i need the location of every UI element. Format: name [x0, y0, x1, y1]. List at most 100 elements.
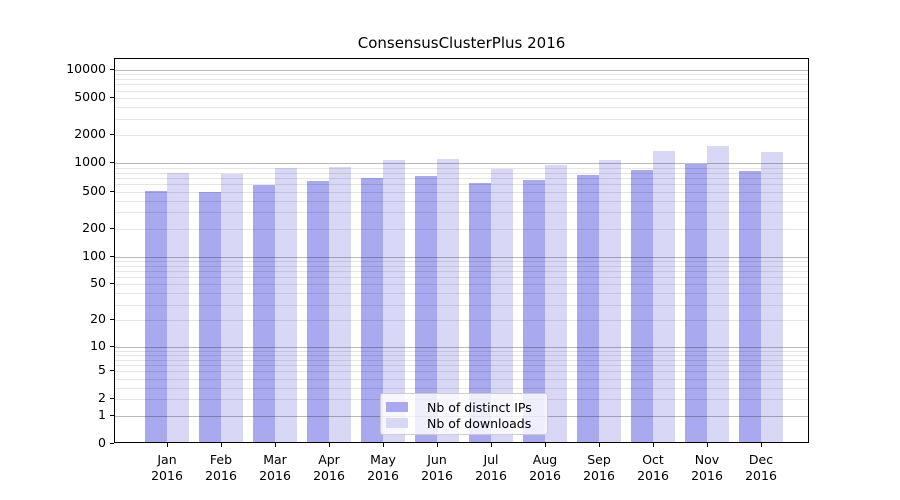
gridline-100	[115, 257, 808, 258]
gridline-8000	[115, 79, 808, 80]
bar-nb-of-downloads-dec	[761, 152, 783, 442]
y-tick-10000	[110, 69, 114, 70]
gridline-70	[115, 271, 808, 272]
x-tick-label-may: May 2016	[367, 452, 399, 483]
bar-nb-of-downloads-may	[383, 160, 405, 442]
gridline-4	[115, 379, 808, 380]
gridline-3000	[115, 119, 808, 120]
bar-nb-of-distinct-ips-jan	[145, 191, 167, 442]
y-tick-50	[110, 283, 114, 284]
x-tick-oct	[653, 443, 654, 447]
bar-nb-of-distinct-ips-oct	[631, 170, 653, 442]
x-tick-nov	[707, 443, 708, 447]
x-tick-label-jul: Jul 2016	[475, 452, 507, 483]
legend-item-downloads: Nb of downloads	[386, 415, 547, 431]
x-tick-jan	[167, 443, 168, 447]
x-tick-label-feb: Feb 2016	[205, 452, 237, 483]
gridline-3	[115, 388, 808, 389]
x-tick-label-apr: Apr 2016	[313, 452, 345, 483]
y-tick-1	[110, 415, 114, 416]
x-tick-label-mar: Mar 2016	[259, 452, 291, 483]
bar-nb-of-distinct-ips-dec	[739, 171, 761, 442]
bar-nb-of-downloads-apr	[329, 167, 351, 442]
bar-nb-of-downloads-oct	[653, 151, 675, 442]
gridline-60	[115, 277, 808, 278]
gridline-5000	[115, 98, 808, 99]
gridline-5	[115, 371, 808, 372]
x-tick-label-jan: Jan 2016	[151, 452, 183, 483]
bar-nb-of-downloads-mar	[275, 168, 297, 442]
x-tick-jul	[491, 443, 492, 447]
bar-nb-of-distinct-ips-jun	[415, 176, 437, 442]
bar-nb-of-distinct-ips-jul	[469, 183, 491, 442]
y-tick-label-5000: 5000	[74, 89, 106, 104]
x-tick-may	[383, 443, 384, 447]
gridline-500	[115, 192, 808, 193]
y-tick-label-5: 5	[98, 362, 106, 377]
gridline-200	[115, 229, 808, 230]
y-tick-label-100: 100	[82, 248, 106, 263]
bar-nb-of-distinct-ips-feb	[199, 192, 221, 442]
gridline-400	[115, 201, 808, 202]
chart-title: ConsensusClusterPlus 2016	[357, 34, 566, 52]
gridline-80	[115, 266, 808, 267]
gridline-7	[115, 360, 808, 361]
y-tick-label-20: 20	[90, 311, 106, 326]
x-tick-apr	[329, 443, 330, 447]
gridline-300	[115, 212, 808, 213]
y-tick-label-2000: 2000	[74, 126, 106, 141]
y-tick-label-2: 2	[98, 390, 106, 405]
bar-nb-of-downloads-aug	[545, 165, 567, 442]
bar-nb-of-downloads-jun	[437, 159, 459, 442]
x-tick-jun	[437, 443, 438, 447]
bar-nb-of-downloads-jan	[167, 173, 189, 442]
y-tick-5000	[110, 97, 114, 98]
y-tick-500	[110, 191, 114, 192]
gridline-4000	[115, 107, 808, 108]
gridline-2000	[115, 135, 808, 136]
x-tick-label-aug: Aug 2016	[529, 452, 561, 483]
bar-nb-of-distinct-ips-aug	[523, 180, 545, 442]
x-tick-dec	[761, 443, 762, 447]
gridline-9	[115, 351, 808, 352]
legend-item-distinct-ips: Nb of distinct IPs	[386, 399, 547, 415]
x-tick-feb	[221, 443, 222, 447]
gridline-10	[115, 347, 808, 348]
y-tick-2000	[110, 134, 114, 135]
gridline-7000	[115, 84, 808, 85]
gridline-6000	[115, 91, 808, 92]
x-tick-label-jun: Jun 2016	[421, 452, 453, 483]
x-tick-sep	[599, 443, 600, 447]
legend-label-distinct-ips: Nb of distinct IPs	[427, 399, 532, 415]
bar-nb-of-distinct-ips-may	[361, 178, 383, 442]
y-tick-1000	[110, 162, 114, 163]
plot-area: Nb of distinct IPs Nb of downloads	[114, 58, 809, 443]
y-tick-100	[110, 256, 114, 257]
gridline-6	[115, 365, 808, 366]
x-tick-label-dec: Dec 2016	[745, 452, 777, 483]
bar-nb-of-downloads-sep	[599, 160, 621, 442]
y-tick-label-500: 500	[82, 183, 106, 198]
legend-label-downloads: Nb of downloads	[427, 415, 532, 431]
y-tick-200	[110, 228, 114, 229]
bar-nb-of-downloads-feb	[221, 174, 243, 442]
x-tick-label-sep: Sep 2016	[583, 452, 615, 483]
gridline-30	[115, 305, 808, 306]
y-tick-label-1000: 1000	[74, 154, 106, 169]
bar-nb-of-distinct-ips-mar	[253, 185, 275, 442]
gridline-8	[115, 355, 808, 356]
y-tick-label-0: 0	[98, 435, 106, 450]
gridline-40	[115, 293, 808, 294]
y-tick-label-1: 1	[98, 407, 106, 422]
y-tick-5	[110, 370, 114, 371]
gridline-20	[115, 320, 808, 321]
y-tick-0	[110, 443, 114, 444]
gridline-600	[115, 184, 808, 185]
gridline-9000	[115, 74, 808, 75]
gridline-50	[115, 284, 808, 285]
gridline-700	[115, 178, 808, 179]
y-tick-20	[110, 319, 114, 320]
gridline-10000	[115, 70, 808, 71]
gridline-900	[115, 168, 808, 169]
